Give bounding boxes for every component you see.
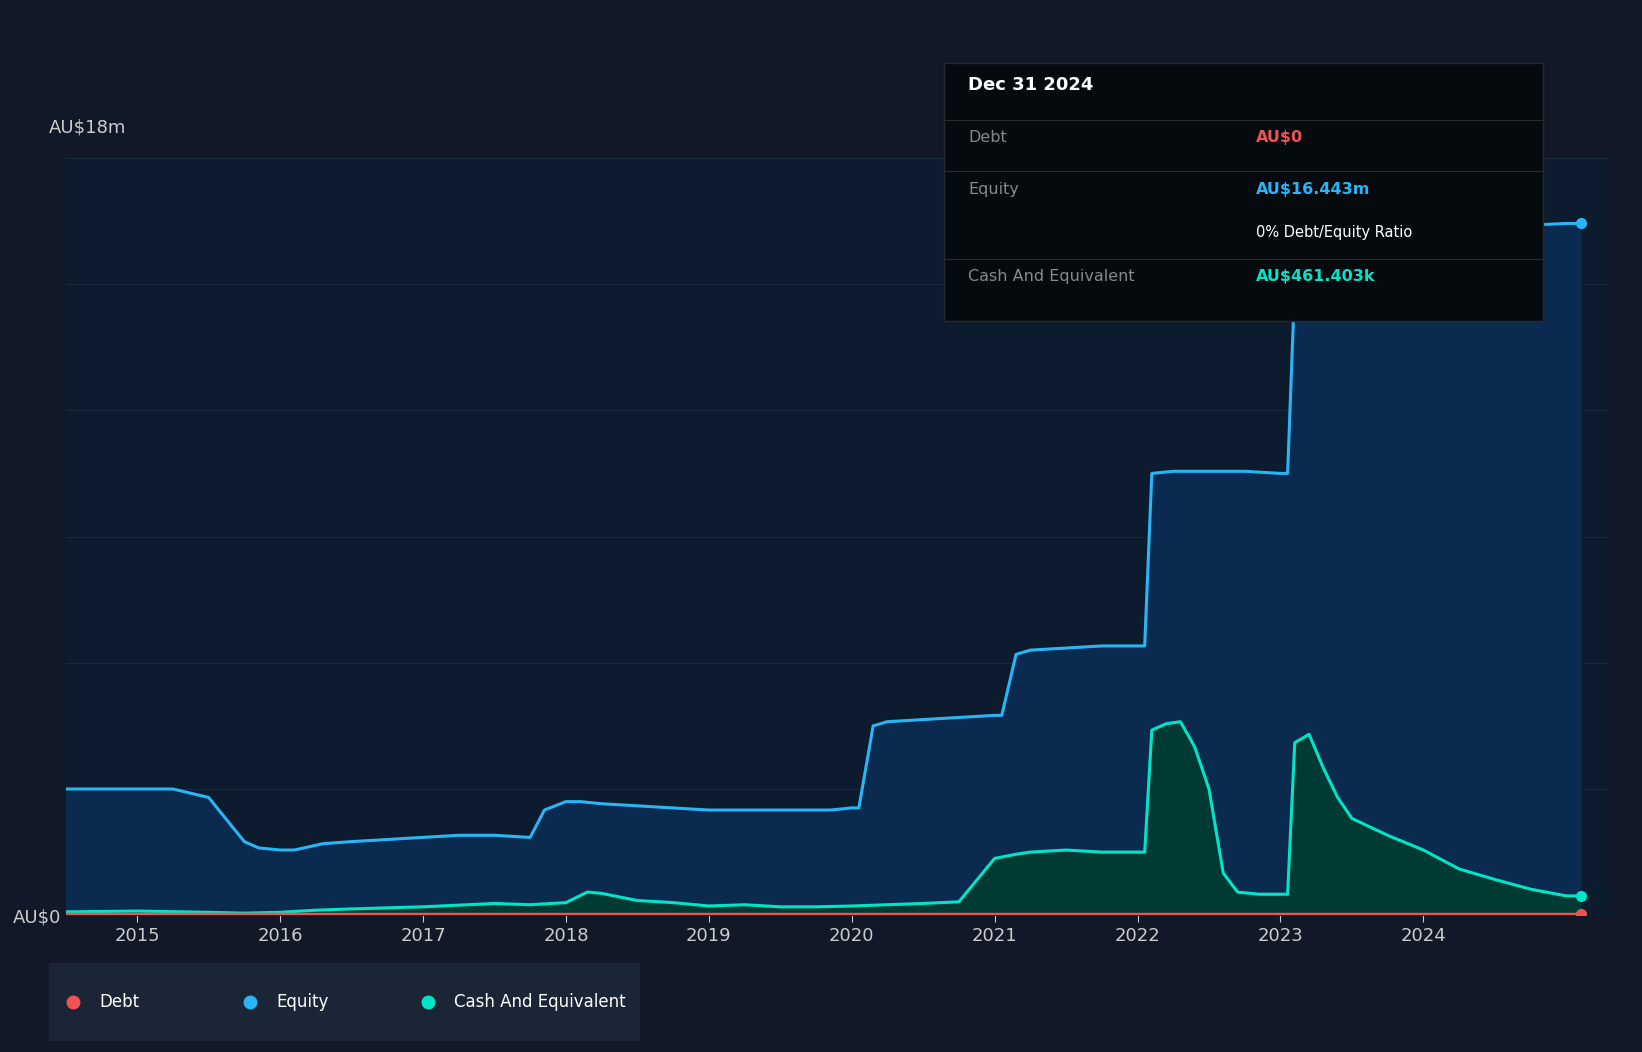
Text: AU$18m: AU$18m bbox=[49, 119, 126, 137]
Text: Cash And Equivalent: Cash And Equivalent bbox=[969, 269, 1135, 284]
Text: Dec 31 2024: Dec 31 2024 bbox=[969, 76, 1094, 94]
Text: AU$461.403k: AU$461.403k bbox=[1256, 269, 1376, 284]
Text: Equity: Equity bbox=[277, 993, 328, 1011]
Text: AU$0: AU$0 bbox=[1256, 130, 1302, 145]
Text: Debt: Debt bbox=[100, 993, 140, 1011]
Text: 0% Debt/Equity Ratio: 0% Debt/Equity Ratio bbox=[1256, 225, 1412, 241]
Text: AU$16.443m: AU$16.443m bbox=[1256, 182, 1369, 197]
Text: Cash And Equivalent: Cash And Equivalent bbox=[455, 993, 626, 1011]
Text: Debt: Debt bbox=[969, 130, 1007, 145]
Text: Equity: Equity bbox=[969, 182, 1020, 197]
